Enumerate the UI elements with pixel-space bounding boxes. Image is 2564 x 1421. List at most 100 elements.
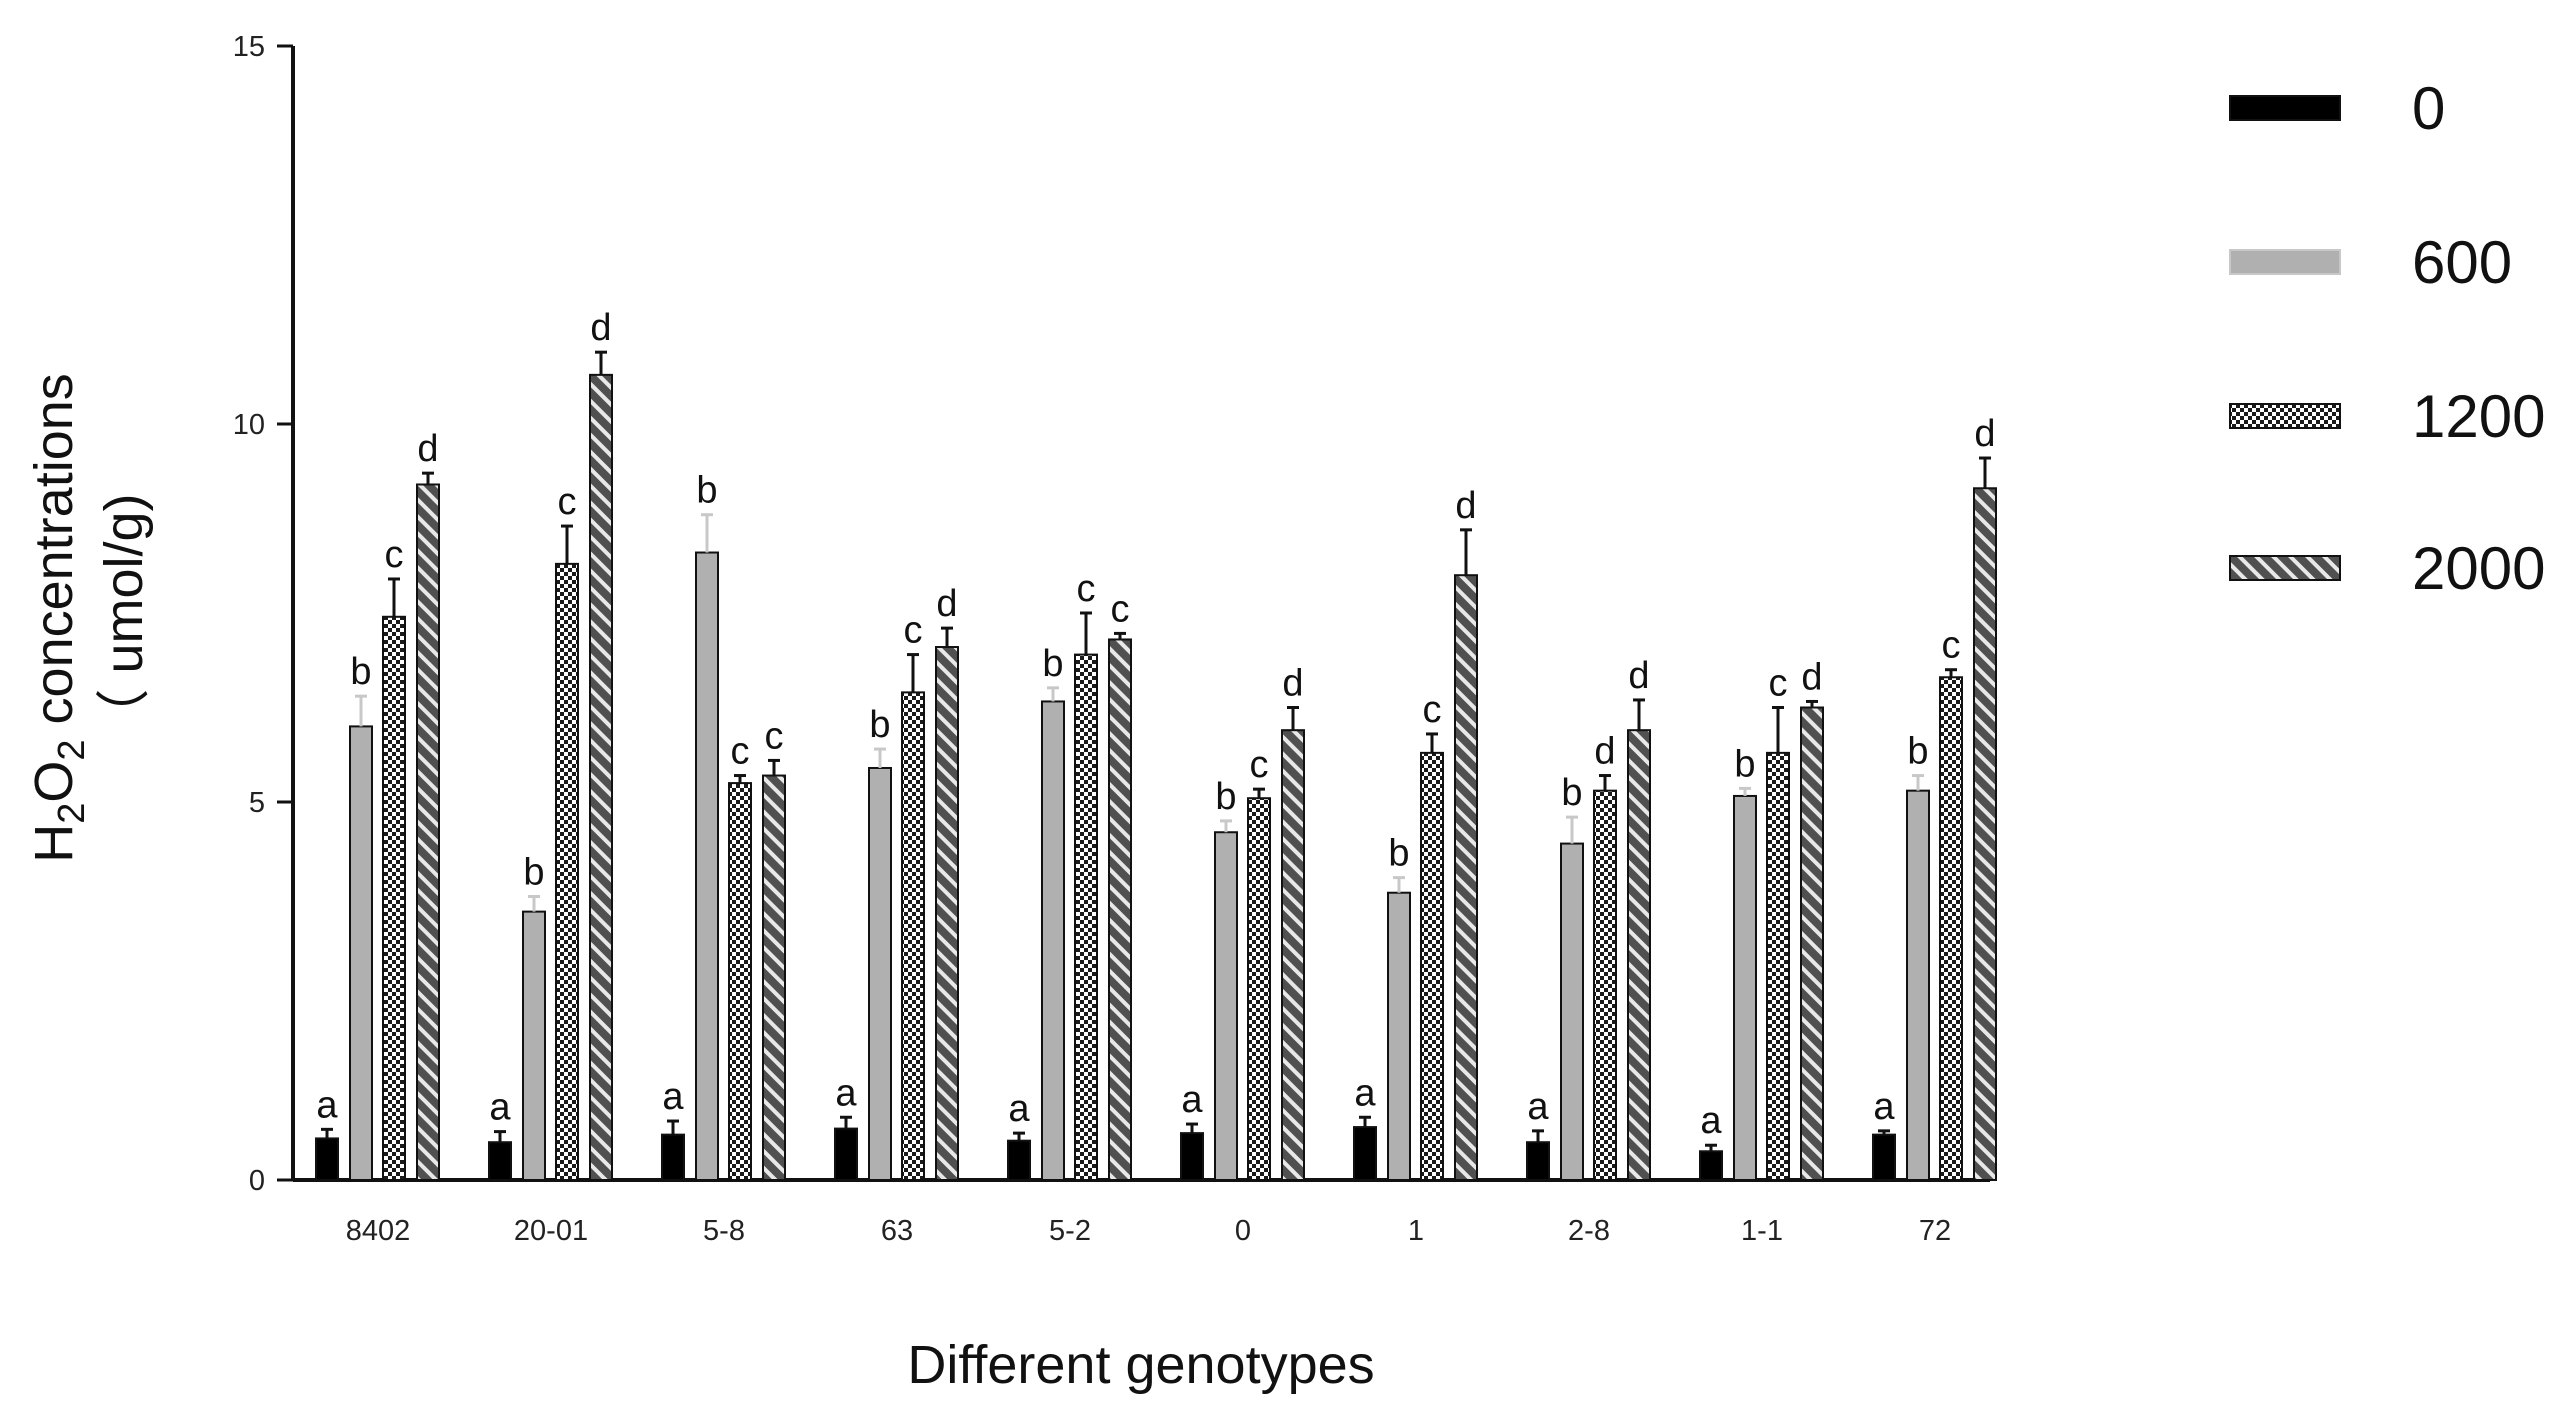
significance-label: b	[869, 704, 890, 746]
legend-label: 600	[2412, 229, 2512, 296]
bar	[868, 766, 892, 1181]
bar	[1420, 751, 1444, 1181]
bar	[1281, 729, 1305, 1181]
x-axis-title: Different genotypes	[907, 1335, 1374, 1395]
x-tick-label: 1-1	[1741, 1215, 1783, 1247]
y-axis-title-h: H	[24, 824, 84, 863]
significance-label: a	[1527, 1086, 1549, 1128]
significance-label: b	[1388, 833, 1409, 875]
significance-label: d	[1282, 663, 1303, 705]
x-tick-label: 5-2	[1049, 1215, 1091, 1247]
legend-swatch	[2229, 249, 2341, 275]
y-axis-title-rest: concentrations	[24, 373, 84, 739]
x-tick-label: 63	[881, 1215, 913, 1247]
legend-label: 0	[2412, 75, 2445, 142]
bar	[1627, 729, 1651, 1181]
legend: 0 600 1200 2000	[2229, 75, 2545, 602]
legend-label: 2000	[2412, 535, 2545, 602]
significance-label: b	[1734, 743, 1755, 785]
x-tick-label: 1	[1408, 1215, 1424, 1247]
significance-label: a	[1354, 1072, 1376, 1114]
significance-label: d	[1801, 656, 1822, 698]
significance-label: a	[1181, 1079, 1203, 1121]
significance-label: c	[1111, 588, 1130, 630]
y-axis-title-sub-2b: 2	[51, 739, 93, 760]
significance-label: a	[489, 1087, 511, 1129]
bar	[1872, 1133, 1896, 1182]
bar	[1800, 706, 1824, 1181]
y-axis-title: H2O2 concentrations （ umol/g)	[24, 373, 154, 863]
significance-label: d	[417, 428, 438, 470]
y-tick-label: 10	[233, 409, 265, 441]
significance-label: a	[835, 1072, 857, 1114]
significance-label: b	[1561, 772, 1582, 814]
bar	[522, 910, 546, 1181]
bar	[416, 483, 440, 1182]
error-bars	[321, 350, 1991, 1152]
bar	[935, 646, 959, 1181]
legend-swatch	[2229, 95, 2341, 121]
significance-label: d	[936, 583, 957, 625]
significance-label: a	[316, 1084, 338, 1126]
bar	[661, 1133, 685, 1182]
significance-label: a	[1700, 1100, 1722, 1142]
bar	[1593, 789, 1617, 1181]
significance-label: a	[1873, 1086, 1895, 1128]
significance-label: c	[385, 534, 404, 576]
bar	[349, 725, 373, 1182]
legend-swatch	[2229, 555, 2341, 581]
legend-label: 1200	[2412, 383, 2545, 450]
significance-label: d	[1594, 731, 1615, 773]
y-axis-unit: （ umol/g)	[94, 493, 154, 742]
bar	[589, 373, 613, 1181]
bar	[1766, 751, 1790, 1181]
x-tick-label: 5-8	[703, 1215, 745, 1247]
bar	[1247, 797, 1271, 1181]
bar	[762, 774, 786, 1181]
y-tick-label: 0	[249, 1165, 265, 1197]
x-tick-label: 0	[1235, 1215, 1251, 1247]
bar	[488, 1141, 512, 1181]
bar	[1180, 1132, 1204, 1182]
bar	[1007, 1139, 1031, 1181]
bar	[1454, 574, 1478, 1181]
significance-label: c	[731, 731, 750, 773]
bar	[1108, 638, 1132, 1181]
x-tick-label: 72	[1919, 1215, 1951, 1247]
bar	[1214, 831, 1238, 1181]
x-tick-label: 8402	[346, 1215, 411, 1247]
bar	[834, 1127, 858, 1182]
significance-label: c	[1942, 625, 1961, 667]
bar	[1387, 891, 1411, 1181]
bar	[555, 562, 579, 1181]
legend-swatch	[2229, 403, 2341, 429]
y-tick-label: 5	[249, 787, 265, 819]
significance-label: d	[1974, 413, 1995, 455]
bar	[1939, 676, 1963, 1181]
significance-label: c	[765, 715, 784, 757]
y-ticks: 0 5 10 15	[233, 31, 293, 1197]
bar	[1973, 487, 1997, 1181]
significance-label: c	[1250, 744, 1269, 786]
significance-label: b	[350, 651, 371, 693]
bar	[728, 782, 752, 1181]
bar	[901, 691, 925, 1181]
significance-label: c	[1769, 663, 1788, 705]
significance-label: b	[1042, 643, 1063, 685]
significance-label: c	[1423, 689, 1442, 731]
significance-label: c	[904, 610, 923, 652]
bar	[1560, 842, 1584, 1182]
significance-label: c	[1077, 568, 1096, 610]
significance-label: d	[1628, 655, 1649, 697]
significance-label: b	[696, 470, 717, 512]
bar	[1526, 1141, 1550, 1181]
significance-label: d	[1455, 485, 1476, 527]
y-axis-title-o: O	[24, 761, 84, 803]
significance-label: b	[1907, 731, 1928, 773]
bar	[1906, 789, 1930, 1181]
significance-label: d	[590, 307, 611, 349]
x-tick-label: 2-8	[1568, 1215, 1610, 1247]
bar	[1733, 794, 1757, 1182]
